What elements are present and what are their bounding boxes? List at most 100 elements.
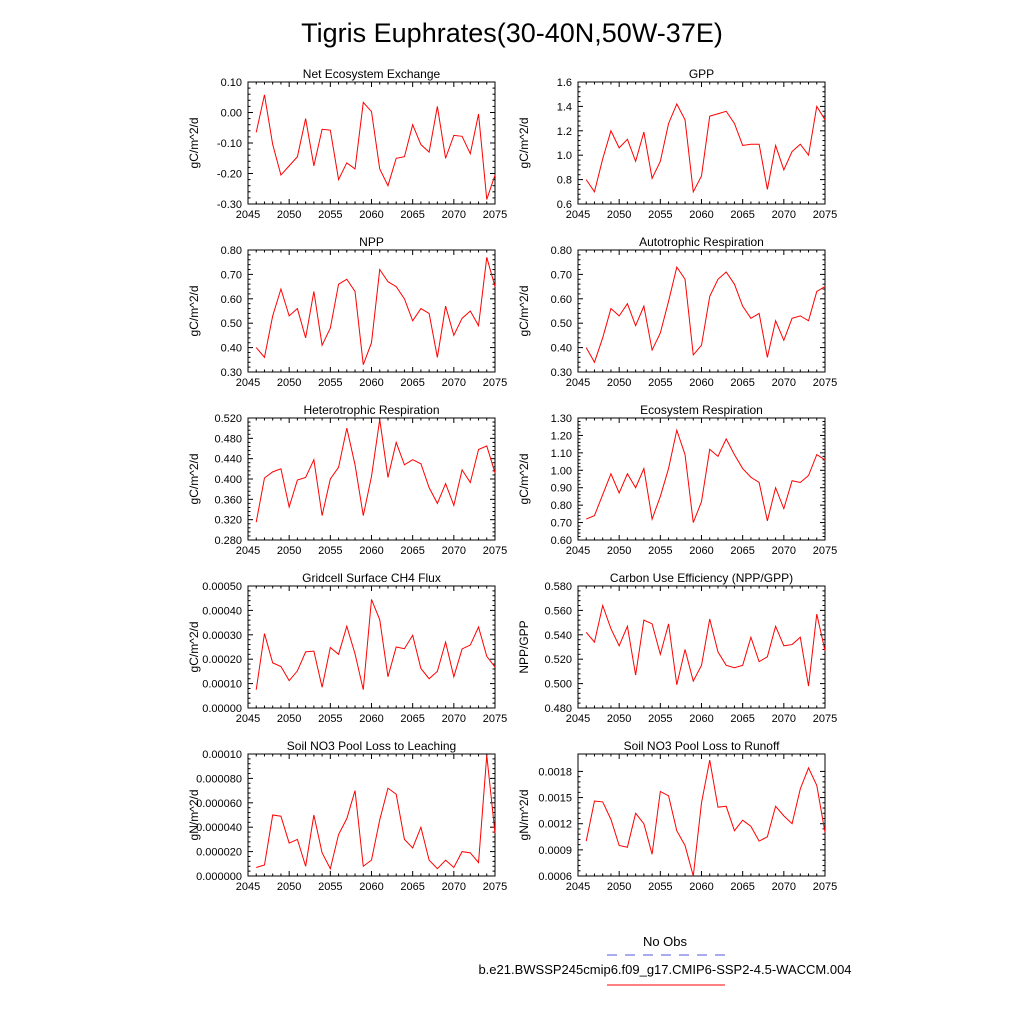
x-tick-label: 2045	[236, 545, 260, 557]
y-tick-label: 0.80	[551, 500, 572, 512]
y-tick-label: 1.00	[551, 465, 572, 477]
x-tick-label: 2060	[359, 209, 383, 221]
series-line	[255, 599, 496, 690]
x-tick-label: 2055	[648, 209, 672, 221]
x-tick-label: 2055	[648, 377, 672, 389]
y-tick-label: 0.00010	[202, 679, 242, 691]
legend-model-label: b.e21.BWSSP245cmip6.f09_g17.CMIP6-SSP2-4…	[478, 962, 851, 977]
y-tick-label: 0.400	[214, 474, 242, 486]
chart-panel: Autotrophic Respiration gC/m^2/d 2045 2050 2…	[517, 235, 837, 389]
y-tick-label: 0.0018	[538, 766, 572, 778]
x-tick-label: 2045	[236, 209, 260, 221]
y-tick-label: 0.30	[221, 367, 242, 379]
y-tick-label: 0.60	[551, 535, 572, 547]
plot-frame	[247, 81, 496, 205]
y-tick-label: 0.580	[544, 581, 572, 593]
y-tick-label: 0.520	[214, 413, 242, 425]
x-tick-label: 2060	[689, 713, 713, 725]
x-tick-label: 2060	[359, 881, 383, 893]
y-tick-label: 0.0009	[538, 845, 572, 857]
y-tick-label: 0.00050	[202, 581, 242, 593]
y-tick-label: 0.500	[544, 679, 572, 691]
y-tick-label: 0.320	[214, 515, 242, 527]
plot-frame	[577, 81, 826, 205]
y-tick-label: 0.70	[551, 518, 572, 530]
y-tick-label: 0.480	[544, 703, 572, 715]
y-tick-label: 0.60	[551, 294, 572, 306]
y-tick-label: 0.00000	[202, 703, 242, 715]
x-tick-label: 2075	[813, 377, 837, 389]
panel-title: Gridcell Surface CH4 Flux	[302, 571, 441, 585]
x-tick-label: 2070	[442, 713, 466, 725]
series-line	[585, 102, 826, 194]
x-tick-label: 2065	[730, 713, 754, 725]
y-tick-label: 0.6	[557, 199, 572, 211]
x-tick-label: 2050	[277, 545, 301, 557]
x-tick-label: 2050	[607, 377, 631, 389]
chart-panel: GPP gC/m^2/d 2045 2050 2055 2060 2065 2070 2075 0…	[517, 67, 837, 221]
chart-panel: Heterotrophic Respiration gC/m^2/d 2045 205…	[187, 403, 507, 557]
y-axis-label: gC/m^2/d	[517, 286, 531, 337]
x-tick-label: 2070	[442, 209, 466, 221]
panel-title: Ecosystem Respiration	[640, 403, 763, 417]
x-tick-label: 2075	[813, 713, 837, 725]
chart-panel: Gridcell Surface CH4 Flux gC/m^2/d 2045 205…	[187, 571, 507, 725]
chart-panel: Carbon Use Efficiency (NPP/GPP) NPP/GPP 20…	[517, 571, 837, 725]
y-axis-label: gC/m^2/d	[187, 118, 201, 169]
y-tick-label: 0.540	[544, 630, 572, 642]
legend: No Obs b.e21.BWSSP245cmip6.f09_g17.CMIP6…	[478, 934, 852, 986]
panel-title: NPP	[359, 235, 384, 249]
x-tick-label: 2065	[400, 545, 424, 557]
y-tick-label: 0.520	[544, 654, 572, 666]
y-axis-label: gN/m^2/d	[187, 790, 201, 841]
y-tick-label: 0.0006	[538, 871, 572, 883]
x-tick-label: 2045	[236, 713, 260, 725]
x-tick-label: 2075	[813, 209, 837, 221]
y-tick-label: 0.40	[551, 343, 572, 355]
y-tick-label: 0.00020	[202, 654, 242, 666]
y-tick-label: 0.8	[557, 175, 572, 187]
chart-panel: Net Ecosystem Exchange gC/m^2/d 2045 2050 20…	[187, 67, 507, 221]
panel-title: GPP	[689, 67, 714, 81]
y-tick-label: 0.000020	[196, 847, 242, 859]
y-tick-label: 0.000040	[196, 822, 242, 834]
x-tick-label: 2050	[607, 881, 631, 893]
x-tick-label: 2045	[566, 713, 590, 725]
x-tick-label: 2065	[400, 713, 424, 725]
y-tick-label: 0.480	[214, 433, 242, 445]
x-tick-label: 2055	[648, 545, 672, 557]
x-tick-label: 2050	[277, 881, 301, 893]
y-tick-label: 0.00030	[202, 630, 242, 642]
x-tick-label: 2060	[359, 545, 383, 557]
x-tick-label: 2060	[689, 881, 713, 893]
x-tick-label: 2075	[813, 545, 837, 557]
y-tick-label: 0.0015	[538, 793, 572, 805]
x-tick-label: 2060	[689, 545, 713, 557]
x-tick-label: 2050	[277, 209, 301, 221]
series-line	[256, 755, 496, 871]
y-tick-label: 0.000060	[196, 798, 242, 810]
chart-panel: NPP gC/m^2/d 2045 2050 2055 2060 2065 2070 2075 0…	[187, 235, 507, 389]
x-tick-label: 2050	[607, 713, 631, 725]
x-tick-label: 2055	[648, 713, 672, 725]
y-tick-label: -0.20	[217, 169, 242, 181]
x-tick-label: 2065	[730, 209, 754, 221]
legend-obs-label: No Obs	[643, 934, 688, 949]
chart-panel: Soil NO3 Pool Loss to Runoff gN/m^2/d 2045…	[517, 739, 837, 893]
x-tick-label: 2060	[689, 209, 713, 221]
x-tick-label: 2055	[318, 713, 342, 725]
y-tick-label: 0.40	[221, 343, 242, 355]
x-tick-label: 2070	[772, 713, 796, 725]
x-tick-label: 2060	[359, 713, 383, 725]
series-line	[255, 94, 496, 200]
y-axis-label: gC/m^2/d	[187, 454, 201, 505]
x-tick-label: 2065	[400, 881, 424, 893]
panel-title: Autotrophic Respiration	[639, 235, 764, 249]
x-tick-label: 2045	[566, 377, 590, 389]
x-tick-label: 2045	[236, 881, 260, 893]
x-tick-label: 2065	[730, 545, 754, 557]
series-line	[585, 265, 826, 364]
chart-panel: Soil NO3 Pool Loss to Leaching gN/m^2/d 20…	[187, 739, 507, 893]
y-axis-label: gC/m^2/d	[187, 286, 201, 337]
y-tick-label: 0.70	[221, 269, 242, 281]
